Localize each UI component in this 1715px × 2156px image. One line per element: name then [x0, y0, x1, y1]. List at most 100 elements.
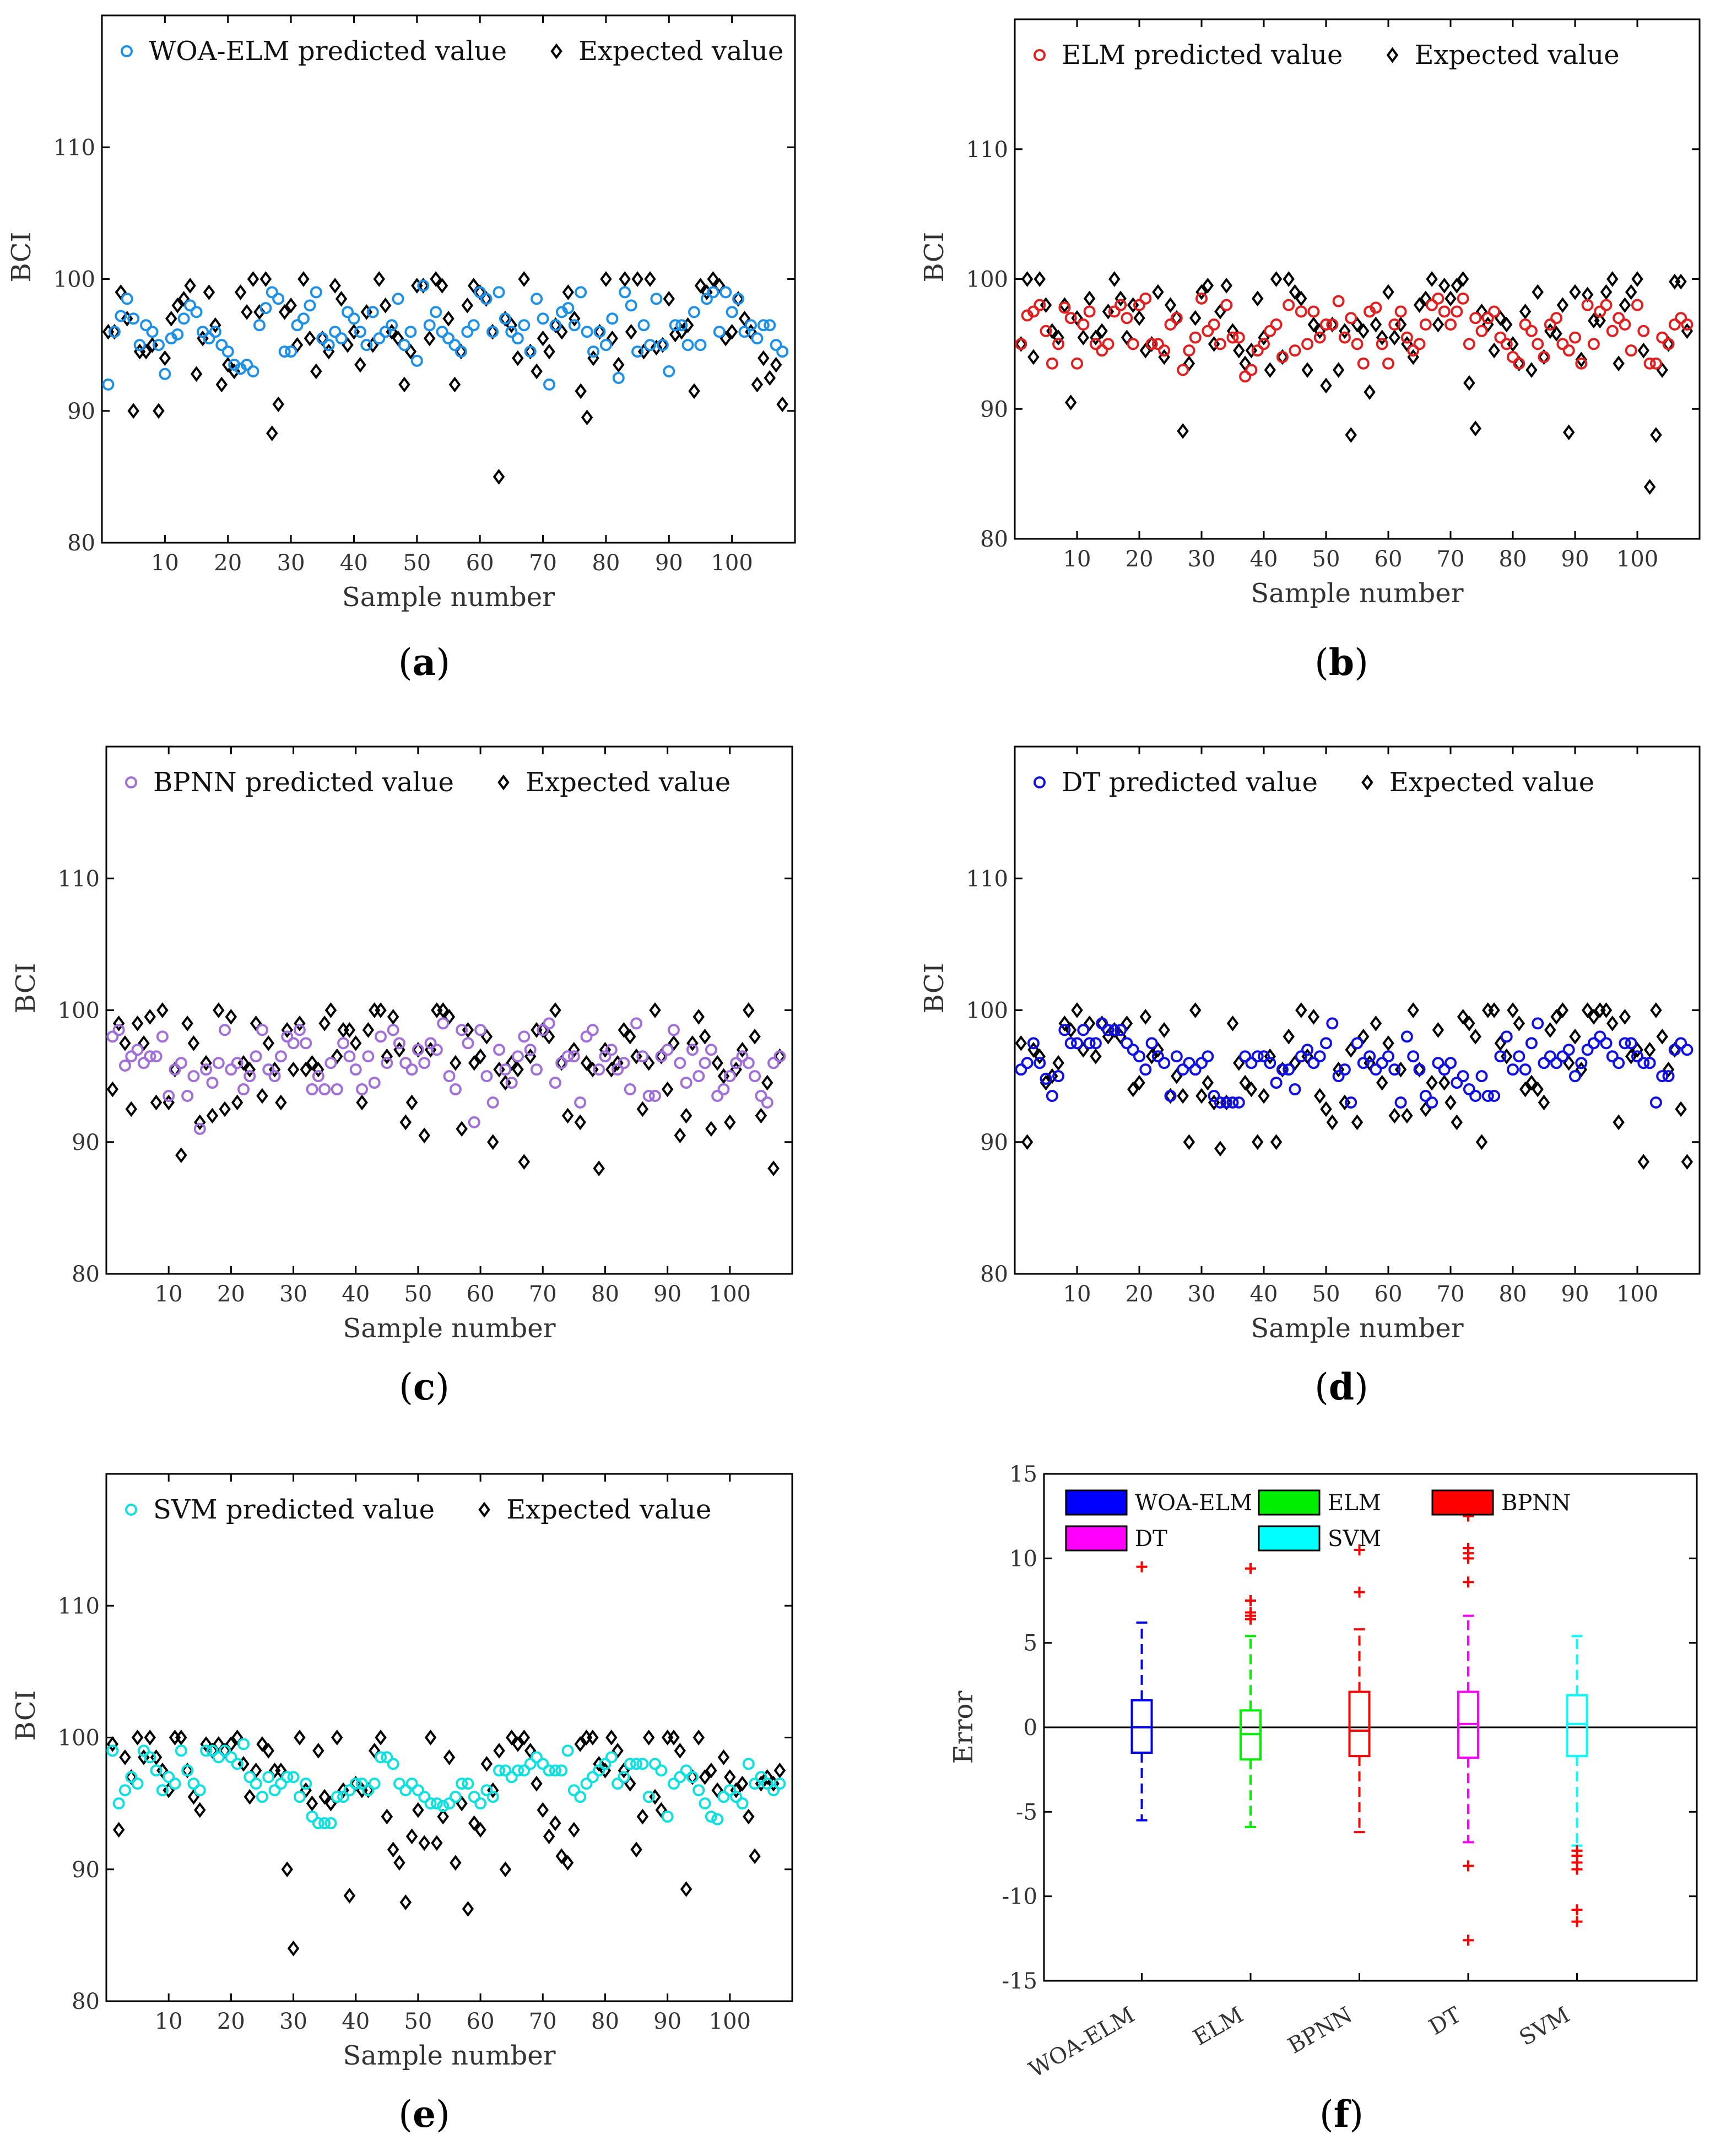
predicted-point — [1115, 1024, 1127, 1036]
legend-predicted-marker — [1034, 776, 1046, 788]
predicted-point — [773, 1777, 786, 1790]
x-tick-label: 80 — [592, 550, 620, 576]
predicted-point — [133, 339, 146, 352]
expected-point — [462, 1022, 474, 1038]
predicted-point — [1481, 1090, 1494, 1103]
expected-point — [562, 284, 575, 300]
predicted-point — [686, 1771, 699, 1784]
expected-point — [738, 310, 751, 327]
expected-point — [329, 278, 341, 294]
predicted-point — [1351, 1037, 1364, 1050]
x-tick-label: 10 — [1063, 547, 1091, 572]
predicted-point — [630, 1017, 643, 1030]
predicted-point — [1376, 1057, 1388, 1069]
predicted-point — [349, 1777, 362, 1790]
expected-point — [574, 1114, 586, 1131]
predicted-point — [1438, 305, 1451, 318]
predicted-point — [486, 326, 499, 338]
expected-point — [1283, 1029, 1295, 1045]
predicted-point — [256, 1024, 268, 1036]
x-tick-label: 40 — [1250, 1282, 1278, 1307]
expected-point — [456, 1795, 468, 1812]
predicted-point — [175, 1057, 187, 1069]
expected-point — [156, 1002, 169, 1018]
predicted-point — [140, 319, 153, 332]
predicted-point — [518, 1030, 531, 1043]
predicted-point — [1270, 1077, 1283, 1089]
predicted-point — [612, 1777, 624, 1790]
plot-frame — [101, 14, 796, 544]
panel-caption: (a) — [398, 641, 450, 684]
predicted-point — [656, 339, 669, 352]
predicted-point — [212, 1751, 225, 1764]
expected-point — [281, 1022, 293, 1038]
predicted-point — [1631, 299, 1643, 311]
expected-point — [1386, 47, 1399, 63]
predicted-point — [1133, 1050, 1145, 1063]
expected-point — [256, 1088, 268, 1104]
expected-point — [681, 317, 694, 333]
expected-point — [649, 1788, 661, 1805]
legend-predicted-label: ELM predicted value — [1062, 40, 1343, 71]
expected-point — [437, 1808, 449, 1825]
expected-point — [1637, 1154, 1650, 1170]
predicted-point — [1139, 292, 1152, 305]
expected-point — [561, 1855, 574, 1871]
expected-point — [1339, 1094, 1351, 1111]
predicted-point — [605, 1751, 618, 1764]
expected-point — [115, 284, 127, 300]
predicted-point — [567, 1784, 580, 1797]
predicted-point — [337, 1791, 350, 1803]
predicted-point — [412, 1044, 424, 1056]
predicted-point — [1532, 338, 1544, 350]
x-tick-label: 60 — [467, 2009, 495, 2034]
predicted-point — [618, 1771, 630, 1784]
predicted-point — [1507, 350, 1519, 363]
predicted-point — [1089, 1037, 1102, 1050]
box-dt — [1457, 1510, 1479, 1946]
expected-point — [225, 1009, 237, 1025]
predicted-point — [1345, 1096, 1357, 1109]
legend-label: BPNN — [1501, 1490, 1571, 1516]
expected-point — [262, 1035, 275, 1051]
predicted-point — [121, 293, 133, 305]
scatter-panel-e: 10 20 30 40 50 60 70 80 90 100 80 90 100 110 Sample nu… — [10, 1473, 793, 2136]
expected-point — [381, 1808, 393, 1825]
expected-point — [1364, 384, 1376, 400]
predicted-point — [1046, 1090, 1058, 1103]
predicted-point — [649, 1090, 661, 1103]
expected-point — [1581, 287, 1594, 303]
expected-point — [1251, 290, 1264, 307]
expected-point — [127, 403, 139, 419]
expected-point — [203, 284, 215, 300]
expected-point — [743, 1002, 755, 1018]
predicted-point — [1220, 1096, 1233, 1109]
predicted-point — [1177, 364, 1189, 376]
predicted-point — [1475, 1070, 1488, 1083]
expected-point — [613, 356, 625, 373]
box-body — [1348, 1690, 1371, 1758]
expected-point — [450, 1055, 462, 1071]
x-tick-label: 10 — [1063, 1282, 1091, 1307]
outlier — [1136, 1561, 1148, 1573]
expected-point — [575, 383, 587, 399]
expected-point — [1519, 304, 1532, 320]
predicted-point — [1139, 1063, 1152, 1076]
predicted-point — [131, 1044, 144, 1056]
predicted-point — [537, 312, 549, 325]
x-tick-label: 90 — [653, 2009, 681, 2034]
predicted-point — [297, 312, 310, 325]
predicted-point — [1040, 325, 1052, 337]
expected-point — [605, 1730, 618, 1746]
predicted-point — [744, 319, 757, 332]
expected-point — [1189, 1002, 1202, 1018]
predicted-point — [605, 1044, 618, 1056]
expected-point — [294, 1730, 306, 1746]
predicted-point — [272, 293, 285, 305]
predicted-point — [593, 1764, 605, 1777]
predicted-point — [1625, 1037, 1637, 1050]
expected-point — [285, 298, 297, 314]
expected-point — [1525, 362, 1538, 378]
legend: BPNN predicted value Expected value — [125, 767, 731, 798]
predicted-point — [730, 1791, 743, 1803]
